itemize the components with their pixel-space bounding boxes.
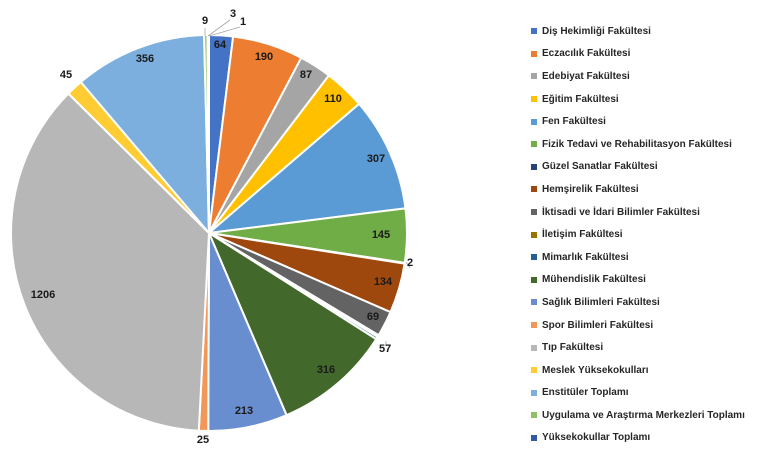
legend-label: İktisadi ve İdari Bilimler Fakültesi [542,206,700,218]
legend-item: Diş Hekimliği Fakültesi [531,20,763,43]
data-label: 1206 [31,289,55,301]
legend-label: Enstitüler Toplamı [542,387,629,399]
legend-item: Sağlık Bilimleri Fakültesi [531,291,763,314]
legend-item: Hemşirelik Fakültesi [531,178,763,201]
legend-label: Mühendislik Fakültesi [542,274,646,286]
legend-label: Sağlık Bilimleri Fakültesi [542,296,660,308]
legend-swatch [531,209,537,216]
data-label: 9 [202,15,208,27]
data-label: 3 [230,8,236,20]
legend-label: Uygulama ve Araştırma Merkezleri Toplamı [542,409,745,421]
data-label: 110 [324,93,342,105]
legend-item: Güzel Sanatlar Fakültesi [531,156,763,179]
legend-item: Enstitüler Toplamı [531,382,763,405]
leader-line [208,26,241,37]
legend-item: Tıp Fakültesi [531,336,763,359]
legend-item: Edebiyat Fakültesi [531,65,763,88]
legend-label: İletişim Fakültesi [542,229,623,241]
legend-swatch [531,299,537,306]
legend-swatch [531,344,537,351]
legend-swatch [531,412,537,419]
data-label: 307 [367,153,385,165]
legend-swatch [531,367,537,374]
legend-label: Edebiyat Fakültesi [542,70,630,82]
pie-slice [205,102,407,235]
data-label: 356 [136,53,154,65]
legend-item: Yüksekokullar Toplamı [531,427,763,450]
data-label: 145 [372,229,390,241]
legend-swatch [531,254,537,261]
leader-line [207,19,231,37]
pie-slice [10,92,211,432]
legend-swatch [531,96,537,103]
legend-item: İktisadi ve İdari Bilimler Fakültesi [531,201,763,224]
legend: Diş Hekimliği Fakültesi Eczacılık Fakülte… [531,20,763,449]
legend-swatch [531,50,537,57]
legend-label: Fizik Tedavi ve Rehabilitasyon Fakültesi [542,138,732,150]
legend-swatch [531,28,537,35]
legend-item: Meslek Yüksekokulları [531,359,763,382]
legend-swatch [531,389,537,396]
legend-label: Diş Hekimliği Fakültesi [542,25,651,37]
data-label: 45 [60,69,72,81]
data-label: 190 [255,51,273,63]
legend-swatch [531,73,537,80]
legend-swatch [531,276,537,283]
legend-swatch [531,231,537,238]
legend-swatch [531,141,537,148]
legend-item: Spor Bilimleri Fakültesi [531,314,763,337]
legend-swatch [531,186,537,193]
data-label: 316 [317,364,335,376]
legend-swatch [531,434,537,441]
legend-label: Meslek Yüksekokulları [542,364,649,376]
legend-item: Fizik Tedavi ve Rehabilitasyon Fakültesi [531,133,763,156]
data-label: 87 [300,69,312,81]
legend-swatch [531,322,537,329]
legend-swatch [531,163,537,170]
legend-item: Eğitim Fakültesi [531,88,763,111]
legend-item: Mimarlık Fakültesi [531,246,763,269]
data-label: 57 [379,343,391,355]
legend-label: Yüksekokullar Toplamı [542,432,651,444]
data-label: 2 [407,257,413,269]
legend-item: Mühendislik Fakültesi [531,269,763,292]
data-label: 134 [374,276,393,288]
data-label: 69 [367,311,379,323]
legend-label: Spor Bilimleri Fakültesi [542,319,654,331]
legend-item: Eczacılık Fakültesi [531,43,763,66]
legend-label: Güzel Sanatlar Fakültesi [542,161,658,173]
data-label: 25 [197,434,209,446]
legend-label: Mimarlık Fakültesi [542,251,629,263]
legend-label: Tıp Fakültesi [542,342,604,354]
legend-swatch [531,118,537,125]
data-label: 1 [240,16,246,28]
leader-line [405,261,411,269]
legend-label: Fen Fakültesi [542,116,606,128]
legend-item: Uygulama ve Araştırma Merkezleri Toplamı [531,404,763,427]
legend-item: Fen Fakültesi [531,110,763,133]
data-label: 64 [214,39,227,51]
legend-label: Eğitim Fakültesi [542,93,619,105]
legend-label: Eczacılık Fakültesi [542,48,631,60]
legend-label: Hemşirelik Fakültesi [542,183,639,195]
pie-slice [79,34,211,236]
legend-item: İletişim Fakültesi [531,223,763,246]
data-label: 213 [235,405,253,417]
pie-slice [206,230,378,417]
